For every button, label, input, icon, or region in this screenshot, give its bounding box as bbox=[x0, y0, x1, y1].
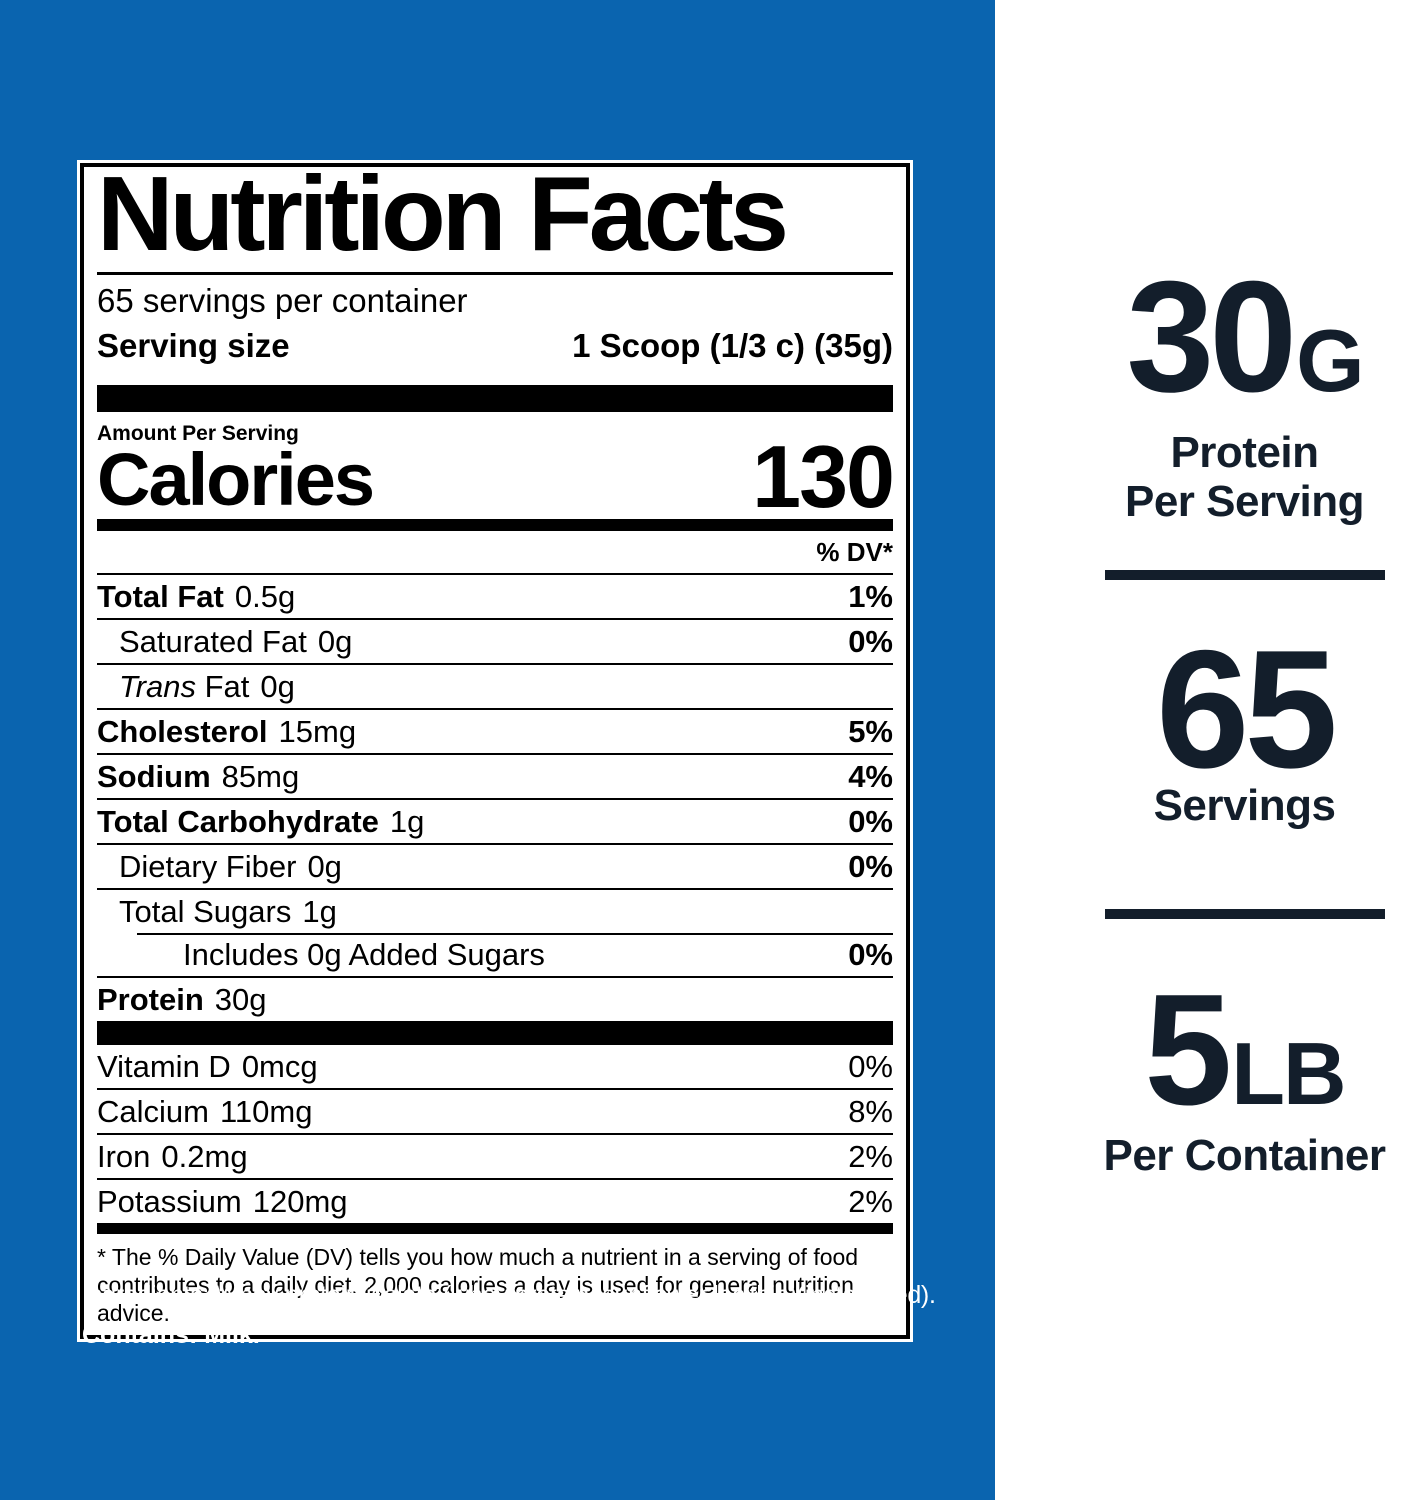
servings-callout-label: Servings bbox=[1153, 781, 1336, 830]
nutrient-amount: 15mg bbox=[278, 713, 357, 749]
row-added-sugars: Includes 0g Added Sugars 0% bbox=[97, 932, 893, 978]
nutrient-amount: 120mg bbox=[252, 1183, 348, 1219]
servings-count-value: 65 bbox=[1156, 615, 1338, 803]
calories-value: 130 bbox=[752, 427, 895, 527]
nutrient-dv: 1% bbox=[848, 578, 893, 614]
nutrient-amount: 0mcg bbox=[241, 1048, 318, 1084]
row-total-carbohydrate: Total Carbohydrate 1g 0% bbox=[97, 800, 893, 845]
contains-line: Contains: Milk. bbox=[82, 1320, 260, 1349]
row-trans-fat: Trans Fat 0g bbox=[97, 665, 893, 710]
weight-callout-label: Per Container bbox=[1103, 1131, 1386, 1180]
row-potassium: Potassium 120mg 2% bbox=[97, 1180, 893, 1223]
nutrient-name: Saturated Fat bbox=[119, 623, 307, 659]
weight-callout: 5LB bbox=[1085, 971, 1404, 1129]
nutrient-name: Iron bbox=[97, 1138, 151, 1174]
row-protein: Protein 30g bbox=[97, 978, 893, 1021]
nutrient-dv: 8% bbox=[848, 1093, 893, 1129]
weight-unit: LB bbox=[1231, 1024, 1346, 1123]
servings-count-callout: 65 bbox=[1085, 625, 1404, 793]
nutrient-name: Trans Fat bbox=[119, 668, 250, 704]
daily-value-header: % DV* bbox=[97, 531, 893, 575]
nutrient-name: Calcium bbox=[97, 1093, 209, 1129]
row-saturated-fat: Saturated Fat 0g 0% bbox=[97, 620, 893, 665]
nutrient-amount: 85mg bbox=[221, 758, 300, 794]
nutrient-dv: 5% bbox=[848, 713, 893, 749]
nutrient-dv: 0% bbox=[848, 936, 893, 972]
nutrition-facts-title: Nutrition Facts bbox=[97, 155, 789, 273]
trans-italic: Trans bbox=[119, 668, 196, 704]
amount-per-serving-label: Amount Per Serving bbox=[97, 421, 299, 445]
row-total-sugars: Total Sugars 1g bbox=[97, 890, 893, 933]
callout-divider bbox=[1105, 570, 1385, 580]
nutrient-name: Includes 0g Added Sugars bbox=[183, 936, 545, 972]
nutrient-name: Sodium bbox=[97, 758, 211, 794]
nutrient-dv: 0% bbox=[848, 1048, 893, 1084]
nutrition-facts-panel: Nutrition Facts 65 servings per containe… bbox=[77, 155, 913, 1342]
nutrient-amount: 0g bbox=[317, 623, 353, 659]
ingredients-line: Ingredients: Whey protein isolate (whey … bbox=[82, 1281, 936, 1309]
nutrient-dv: 2% bbox=[848, 1183, 893, 1219]
nutrient-name: Total Sugars bbox=[119, 893, 292, 929]
nutrient-dv: 0% bbox=[848, 848, 893, 884]
ingredients-block: Ingredients: Whey protein isolate (whey … bbox=[82, 1279, 992, 1350]
thick-separator-bar bbox=[97, 384, 893, 412]
nutrient-amount: 1g bbox=[389, 803, 425, 839]
nutrient-name: Total Fat bbox=[97, 578, 224, 614]
serving-size-row: Serving size 1 Scoop (1/3 c) (35g) bbox=[97, 327, 893, 365]
row-cholesterol: Cholesterol 15mg 5% bbox=[97, 710, 893, 755]
nutrient-name: Protein bbox=[97, 981, 204, 1017]
nutrient-amount: 110mg bbox=[219, 1093, 313, 1129]
nutrient-amount: 0g bbox=[260, 668, 295, 704]
nutrient-dv: 0% bbox=[848, 623, 893, 659]
footnote-separator-bar bbox=[97, 1222, 893, 1234]
calories-label: Calories bbox=[97, 438, 375, 522]
calories-row: Calories 130 bbox=[97, 433, 895, 522]
nutrient-name: Vitamin D bbox=[97, 1048, 231, 1084]
nutrient-amount: 0.2mg bbox=[161, 1138, 248, 1174]
daily-value-footnote: * The % Daily Value (DV) tells you how m… bbox=[97, 1243, 859, 1326]
row-total-fat: Total Fat 0.5g 1% bbox=[97, 575, 893, 620]
protein-amount-callout: 30G bbox=[1085, 258, 1404, 416]
nutrient-amount: 1g bbox=[302, 893, 337, 929]
serving-size-label: Serving size bbox=[97, 326, 290, 364]
nutrient-amount: 0.5g bbox=[234, 578, 296, 614]
highlights-panel: 30G Protein Per Serving 65 Servings 5LB … bbox=[1005, 0, 1404, 1500]
serving-size-value: 1 Scoop (1/3 c) (35g) bbox=[572, 326, 893, 364]
protein-grams-value: 30 bbox=[1126, 249, 1297, 425]
nutrient-dv: 2% bbox=[848, 1138, 893, 1174]
row-iron: Iron 0.2mg 2% bbox=[97, 1135, 893, 1180]
protein-grams-unit: G bbox=[1296, 311, 1364, 410]
nutrient-amount: 0g bbox=[307, 848, 342, 884]
nutrient-amount: 30g bbox=[214, 981, 267, 1017]
nutrient-dv: 0% bbox=[848, 803, 893, 839]
nutrient-name: Total Carbohydrate bbox=[97, 803, 379, 839]
nutrient-name: Potassium bbox=[97, 1183, 242, 1219]
weight-value: 5 bbox=[1144, 962, 1232, 1138]
title-rule bbox=[97, 271, 893, 275]
row-dietary-fiber: Dietary Fiber 0g 0% bbox=[97, 845, 893, 890]
medium-separator-bar bbox=[97, 518, 893, 531]
nutrient-name: Cholesterol bbox=[97, 713, 268, 749]
nutrient-dv: 4% bbox=[848, 758, 893, 794]
callout-divider bbox=[1105, 909, 1385, 919]
servings-per-container: 65 servings per container bbox=[97, 281, 468, 319]
nutrient-name: Dietary Fiber bbox=[119, 848, 297, 884]
row-sodium: Sodium 85mg 4% bbox=[97, 755, 893, 800]
protein-separator-bar bbox=[97, 1020, 893, 1045]
protein-callout-label: Protein Per Serving bbox=[1124, 428, 1365, 527]
row-vitamin-d: Vitamin D 0mcg 0% bbox=[97, 1045, 893, 1090]
row-calcium: Calcium 110mg 8% bbox=[97, 1090, 893, 1135]
